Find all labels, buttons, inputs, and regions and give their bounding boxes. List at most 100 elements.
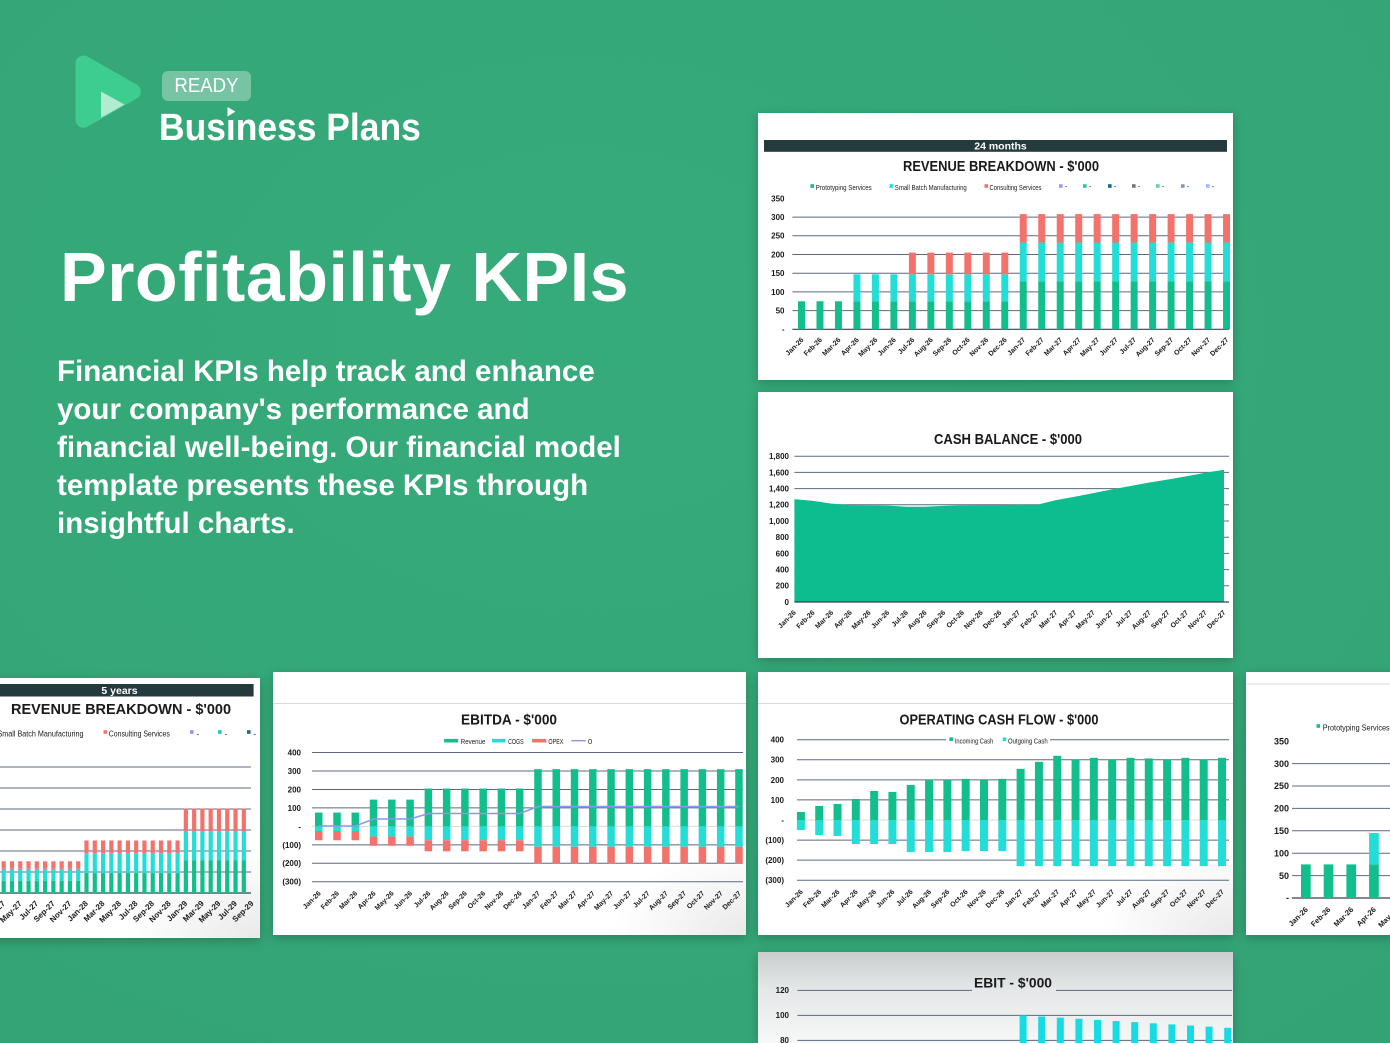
svg-text:Jan-27: Jan-27 xyxy=(521,890,542,911)
svg-text:400: 400 xyxy=(287,748,301,757)
svg-text:Nov-27: Nov-27 xyxy=(1187,609,1209,631)
svg-text:-: - xyxy=(1089,182,1092,191)
svg-text:-: - xyxy=(782,325,785,334)
svg-text:250: 250 xyxy=(1274,781,1289,791)
svg-text:Consulting Services: Consulting Services xyxy=(990,183,1042,192)
svg-text:Jun-26: Jun-26 xyxy=(875,889,896,910)
svg-text:Jan-26: Jan-26 xyxy=(785,337,806,358)
svg-text:Dec-27: Dec-27 xyxy=(1209,337,1230,358)
svg-text:-: - xyxy=(1138,182,1141,191)
svg-text:EBIT - $'000: EBIT - $'000 xyxy=(974,974,1052,990)
svg-text:Sep-27: Sep-27 xyxy=(1150,609,1171,630)
svg-text:Nov-26: Nov-26 xyxy=(963,609,985,631)
svg-text:400: 400 xyxy=(776,566,790,575)
svg-text:OPEX: OPEX xyxy=(548,737,563,746)
svg-text:Feb-27: Feb-27 xyxy=(1020,609,1041,630)
svg-text:100: 100 xyxy=(287,804,301,813)
svg-text:Feb-26: Feb-26 xyxy=(802,889,823,910)
svg-text:May-27: May-27 xyxy=(593,890,615,912)
svg-text:-: - xyxy=(1212,182,1215,191)
svg-text:Feb-27: Feb-27 xyxy=(539,890,560,911)
svg-text:-: - xyxy=(1187,182,1190,191)
svg-text:-: - xyxy=(298,822,301,831)
svg-text:Dec-26: Dec-26 xyxy=(985,889,1006,910)
svg-text:Jun-27: Jun-27 xyxy=(612,890,633,911)
svg-text:Nov-26: Nov-26 xyxy=(483,890,505,912)
svg-text:Nov-27: Nov-27 xyxy=(1186,889,1208,911)
svg-text:Feb-27: Feb-27 xyxy=(1025,337,1046,358)
svg-text:200: 200 xyxy=(771,776,785,785)
svg-text:(200): (200) xyxy=(765,856,784,865)
svg-text:(100): (100) xyxy=(282,841,301,850)
svg-text:Mar-26: Mar-26 xyxy=(814,609,835,630)
svg-text:-: - xyxy=(1114,182,1117,191)
svg-text:250: 250 xyxy=(771,232,785,241)
svg-text:Jan-26: Jan-26 xyxy=(301,890,322,911)
svg-text:Mar-27: Mar-27 xyxy=(1038,609,1059,630)
svg-text:100: 100 xyxy=(771,796,785,805)
svg-text:May-26: May-26 xyxy=(1376,905,1390,929)
svg-text:Aug-26: Aug-26 xyxy=(911,889,933,911)
svg-text:Dec-26: Dec-26 xyxy=(502,890,523,911)
svg-text:-: - xyxy=(254,729,257,738)
svg-text:-: - xyxy=(781,816,784,825)
svg-text:0: 0 xyxy=(588,737,592,746)
svg-text:300: 300 xyxy=(771,213,785,222)
svg-text:1,000: 1,000 xyxy=(769,517,790,526)
svg-text:Feb-26: Feb-26 xyxy=(320,890,341,911)
svg-text:120: 120 xyxy=(776,986,790,995)
svg-text:350: 350 xyxy=(1274,736,1289,746)
svg-text:Mar-27: Mar-27 xyxy=(1043,337,1064,358)
svg-text:Mar-26: Mar-26 xyxy=(820,889,841,910)
svg-text:Jan-27: Jan-27 xyxy=(1004,889,1025,910)
svg-text:Feb-26: Feb-26 xyxy=(796,609,817,630)
svg-text:Jun-27: Jun-27 xyxy=(1099,337,1120,358)
svg-text:300: 300 xyxy=(771,756,785,765)
svg-text:1,400: 1,400 xyxy=(769,485,790,494)
svg-text:Aug-26: Aug-26 xyxy=(913,337,935,359)
svg-text:(200): (200) xyxy=(282,859,301,868)
svg-text:Feb-26: Feb-26 xyxy=(803,337,824,358)
svg-text:-: - xyxy=(1065,182,1068,191)
svg-text:Sep-26: Sep-26 xyxy=(447,890,468,911)
svg-text:-: - xyxy=(197,729,200,738)
svg-text:(100): (100) xyxy=(765,836,784,845)
svg-text:Aug-27: Aug-27 xyxy=(1131,889,1153,911)
svg-text:Jun-27: Jun-27 xyxy=(1094,609,1115,630)
svg-text:Mar-27: Mar-27 xyxy=(1040,889,1061,910)
svg-text:200: 200 xyxy=(776,582,790,591)
svg-text:Prototyping Services: Prototyping Services xyxy=(816,183,872,192)
svg-text:REVENUE BREAKDOWN - $'000: REVENUE BREAKDOWN - $'000 xyxy=(903,158,1099,175)
svg-text:80: 80 xyxy=(780,1036,789,1043)
svg-text:600: 600 xyxy=(776,549,790,558)
svg-text:Sep-27: Sep-27 xyxy=(666,890,687,911)
svg-text:May-26: May-26 xyxy=(856,889,878,911)
svg-text:May-27: May-27 xyxy=(1076,889,1098,911)
svg-text:1,800: 1,800 xyxy=(769,452,790,461)
svg-text:May-26: May-26 xyxy=(858,337,880,359)
svg-text:Consulting Services: Consulting Services xyxy=(109,729,170,738)
svg-text:Dec-27: Dec-27 xyxy=(721,890,742,911)
svg-text:200: 200 xyxy=(771,250,785,259)
svg-text:Mar-26: Mar-26 xyxy=(338,890,359,911)
svg-text:200: 200 xyxy=(287,785,301,794)
svg-text:Jun-26: Jun-26 xyxy=(870,609,891,630)
svg-text:Sep-27: Sep-27 xyxy=(1150,889,1171,910)
svg-text:-: - xyxy=(1162,182,1165,191)
svg-text:Aug-27: Aug-27 xyxy=(1135,337,1157,359)
svg-text:-: - xyxy=(225,729,228,738)
svg-text:Dec-26: Dec-26 xyxy=(982,609,1003,630)
svg-text:350: 350 xyxy=(771,194,785,203)
svg-text:1,200: 1,200 xyxy=(769,501,790,510)
svg-text:5 years: 5 years xyxy=(101,685,137,697)
svg-text:Jan-26: Jan-26 xyxy=(784,889,805,910)
svg-text:Jan-27: Jan-27 xyxy=(1007,337,1028,358)
svg-text:Revenue: Revenue xyxy=(460,737,485,746)
svg-text:Aug-26: Aug-26 xyxy=(428,890,450,912)
svg-text:May-26: May-26 xyxy=(373,890,395,912)
svg-text:Sep-27: Sep-27 xyxy=(1154,337,1175,358)
svg-text:Dec-27: Dec-27 xyxy=(1205,889,1226,910)
svg-text:Mar-27: Mar-27 xyxy=(557,890,578,911)
svg-text:300: 300 xyxy=(287,767,301,776)
svg-text:Jun-26: Jun-26 xyxy=(877,337,898,358)
